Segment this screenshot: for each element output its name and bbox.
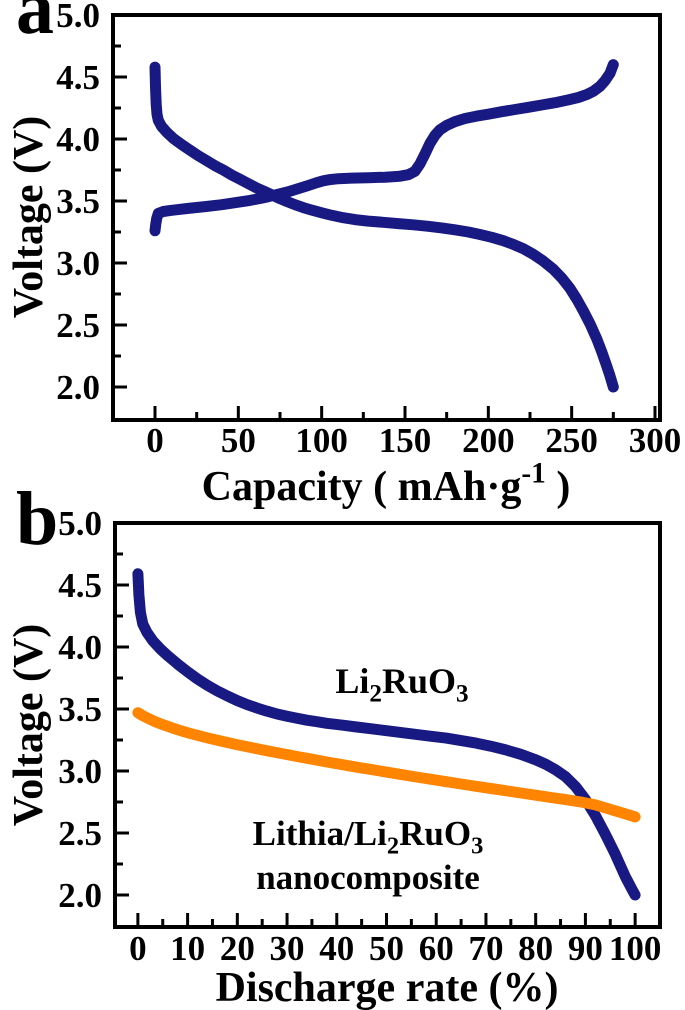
x-tick-label: 150 [379,421,432,460]
x-tick-label: 50 [369,929,404,968]
annotation-0: Li2RuO3 [335,661,468,708]
x-tick-label: 20 [220,929,255,968]
series-Lithia/Li2RuO3 nanocomposite [132,707,641,823]
axis-frame [111,13,662,422]
x-tick-label: 70 [468,929,503,968]
y-tick-label: 2.5 [58,814,102,853]
x-tick-label: 90 [568,929,603,968]
y-tick-label: 3.0 [58,752,102,791]
panel-b-letter: b [16,477,59,561]
x-axis-title: Discharge rate (%) [216,965,559,1010]
y-tick-label: 2.5 [56,306,100,345]
y-tick-label: 2.0 [58,876,102,915]
y-tick-label: 5.0 [58,504,102,543]
x-tick-label: 300 [629,421,682,460]
y-tick-label: 4.0 [56,120,100,159]
y-tick-label: 2.0 [56,368,100,407]
y-axis-title: Voltage (V) [6,624,52,827]
x-axis-title: Capacity ( mAh·g-1 ) [202,457,571,510]
y-tick-label: 4.5 [58,566,102,605]
y-tick-label: 4.0 [58,628,102,667]
y-tick-label: 5.0 [56,0,100,35]
x-tick-label: 30 [270,929,305,968]
panel-b: 0 10 20 30 40 50 60 70 80 90 100 2.0 2.5 3.0 3.5 4.0 4.5… [6,504,662,1010]
panel-a: 0 50 100 150 200 250 300 2.0 2.5 3.0 3.5 4.0 4.5 5.0 C… [6,0,681,510]
annotation-2: nanocomposite [256,858,480,897]
y-tick-label: 3.5 [56,182,100,221]
y-tick-label: 4.5 [56,58,100,97]
x-tick-label: 200 [462,421,515,460]
x-tick-label: 10 [170,929,205,968]
x-tick-label: 100 [295,421,348,460]
series-Li2RuO3 [132,568,641,901]
series-charge_branch [149,59,619,237]
x-tick-label: 60 [419,929,454,968]
x-tick-label: 0 [146,421,164,460]
y-tick-label: 3.0 [56,244,100,283]
x-tick-label: 0 [129,929,147,968]
x-tick-label: 100 [609,929,662,968]
y-axis-title: Voltage (V) [6,116,52,319]
x-tick-label: 50 [221,421,256,460]
annotation-1: Lithia/Li2RuO3 [253,814,484,859]
x-tick-label: 40 [319,929,354,968]
series-discharge_branch [149,61,619,393]
x-tick-label: 250 [545,421,598,460]
panel-a-letter: a [16,0,54,50]
x-tick-label: 80 [518,929,553,968]
y-tick-label: 3.5 [58,690,102,729]
